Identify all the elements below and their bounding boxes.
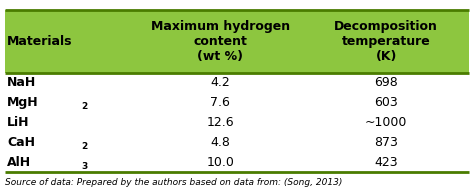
Text: Maximum hydrogen
content
(wt %): Maximum hydrogen content (wt %) bbox=[151, 20, 290, 63]
Text: 2: 2 bbox=[81, 142, 87, 151]
Text: 2: 2 bbox=[81, 102, 87, 111]
Bar bbox=[5, 10, 469, 73]
Text: LiH: LiH bbox=[7, 116, 29, 129]
Text: Decomposition
temperature
(K): Decomposition temperature (K) bbox=[334, 20, 438, 63]
Text: 4.2: 4.2 bbox=[210, 76, 230, 89]
Text: NaH: NaH bbox=[7, 76, 36, 89]
Text: CaH: CaH bbox=[7, 136, 35, 149]
Text: 873: 873 bbox=[374, 136, 398, 149]
Text: 3: 3 bbox=[81, 162, 87, 171]
Bar bbox=[5, 113, 469, 132]
Text: Materials: Materials bbox=[7, 35, 73, 48]
Text: MgH: MgH bbox=[7, 96, 39, 109]
Text: 423: 423 bbox=[374, 156, 398, 169]
Text: 4.8: 4.8 bbox=[210, 136, 230, 149]
Text: 10.0: 10.0 bbox=[207, 156, 234, 169]
Bar bbox=[5, 152, 469, 172]
Bar bbox=[5, 73, 469, 93]
Text: 603: 603 bbox=[374, 96, 398, 109]
Text: 7.6: 7.6 bbox=[210, 96, 230, 109]
Text: ~1000: ~1000 bbox=[365, 116, 408, 129]
Text: 12.6: 12.6 bbox=[207, 116, 234, 129]
Bar bbox=[5, 132, 469, 152]
Text: 698: 698 bbox=[374, 76, 398, 89]
Bar bbox=[5, 93, 469, 113]
Text: Source of data: Prepared by the authors based on data from: (Song, 2013): Source of data: Prepared by the authors … bbox=[5, 178, 342, 187]
Text: AlH: AlH bbox=[7, 156, 31, 169]
